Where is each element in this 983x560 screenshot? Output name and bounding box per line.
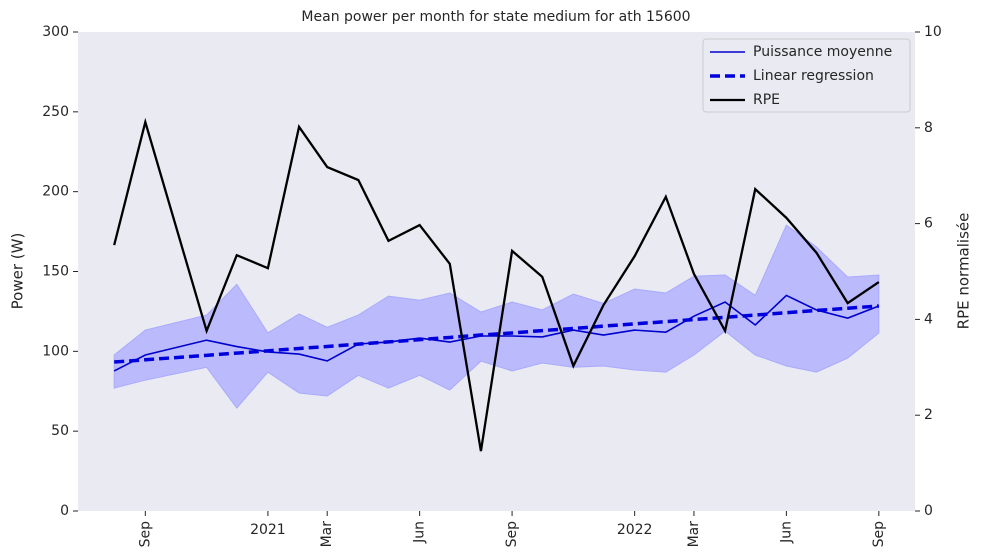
line	[113, 117, 880, 452]
y-tick-label: 0	[60, 503, 69, 519]
legend-label: Puissance moyenne	[753, 44, 892, 60]
x-tick-label: Mar	[319, 521, 335, 548]
chart-title: Mean power per month for state medium fo…	[301, 9, 690, 25]
x-tick-label: Sep	[871, 521, 887, 548]
x-tick-label: 2022	[617, 522, 653, 538]
y2-tick-label: 2	[924, 407, 933, 423]
y-tick-label: 150	[42, 264, 69, 280]
y2-tick-label: 6	[924, 216, 933, 232]
legend-label: RPE	[753, 92, 780, 108]
x-tick-label: Jun	[412, 521, 428, 544]
y-tick-label: 200	[42, 184, 69, 200]
x-tick-label: Jun	[778, 521, 794, 544]
x-tick-label: 2021	[250, 522, 286, 538]
y2-tick-label: 4	[924, 311, 933, 327]
x-tick-label: Sep	[137, 521, 153, 548]
y-tick-label: 250	[42, 104, 69, 120]
y-tick-label: 50	[51, 423, 69, 439]
confidence-band	[113, 224, 880, 409]
legend: Puissance moyenne Linear regression RPE	[702, 38, 911, 113]
legend-box	[702, 38, 911, 113]
y2-axis-label: RPE normalisée	[955, 213, 973, 330]
y2-tick-label: 8	[924, 120, 933, 136]
y-axis-label: Power (W)	[9, 233, 27, 310]
line	[114, 304, 879, 364]
legend-label: Linear regression	[753, 68, 874, 84]
x-tick-label: Sep	[504, 521, 520, 548]
y2-tick-label: 10	[924, 24, 942, 40]
y-tick-label: 100	[42, 343, 69, 359]
x-tick-label: Mar	[686, 521, 702, 548]
y-tick-label: 300	[42, 24, 69, 40]
y2-tick-label: 0	[924, 503, 933, 519]
